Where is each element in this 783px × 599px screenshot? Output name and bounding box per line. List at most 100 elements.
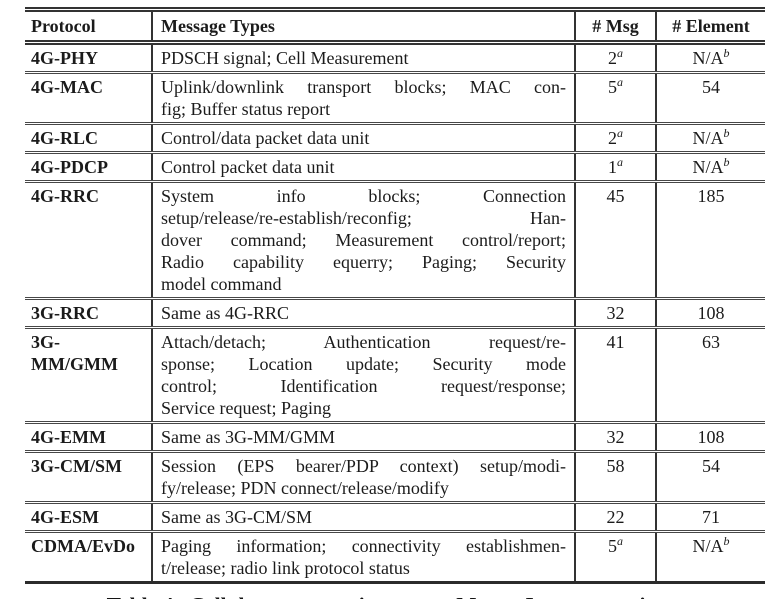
protocol-cell: 4G-PDCP xyxy=(25,151,152,182)
message-line: setup/release/re-establish/reconfig; Han… xyxy=(161,208,566,228)
element-count-cell-value: N/A xyxy=(692,536,724,556)
header-msg-count: # Msg xyxy=(574,9,656,45)
header-row: Protocol Message Types # Msg # Element xyxy=(25,9,765,45)
msg-count-cell-value: 2 xyxy=(608,128,617,148)
message-line: Control packet data unit xyxy=(161,157,335,177)
message-line: Same as 4G-RRC xyxy=(161,303,289,323)
msg-count-cell-value: 41 xyxy=(606,332,625,352)
message-types-cell: Control/data packet data unit xyxy=(151,122,575,153)
table-row: CDMA/EvDo Paging information; connectivit… xyxy=(25,530,765,583)
footnote-marker: a xyxy=(617,126,623,140)
message-line: Control/data packet data unit xyxy=(161,128,370,148)
protocol-line: CDMA/EvDo xyxy=(31,536,135,556)
message-line: t/release; radio link protocol status xyxy=(161,558,410,578)
msg-count-cell: 32 xyxy=(574,421,656,452)
msg-count-cell-value: 5 xyxy=(608,536,617,556)
msg-count-cell-value: 2 xyxy=(608,48,617,68)
header-element-count: # Element xyxy=(655,9,765,45)
element-count-cell-value: 71 xyxy=(702,507,720,527)
element-count-cell: 63 xyxy=(655,326,765,423)
msg-count-cell: 41 xyxy=(574,326,656,423)
msg-count-cell-value: 22 xyxy=(606,507,625,527)
message-line: Attach/detach; Authentication request/re… xyxy=(161,332,566,352)
footnote-marker: b xyxy=(723,155,730,169)
element-count-cell-value: 108 xyxy=(697,427,725,447)
table-row: 4G-EMM Same as 3G-MM/GMM 32 108 xyxy=(25,421,765,452)
message-line: System info blocks; Connection xyxy=(161,186,566,206)
message-types-cell: Uplink/downlink transport blocks; MAC co… xyxy=(151,71,575,124)
message-types-cell: Same as 3G-CM/SM xyxy=(151,501,575,532)
protocol-line: MM/GMM xyxy=(31,354,118,374)
message-line: Same as 3G-CM/SM xyxy=(161,507,313,527)
table-row: 4G-ESM Same as 3G-CM/SM 22 71 xyxy=(25,501,765,532)
table-row: 4G-PHY PDSCH signal; Cell Measurement 2a N/… xyxy=(25,41,765,73)
protocol-cell: CDMA/EvDo xyxy=(25,530,152,583)
element-count-cell-value: 63 xyxy=(702,332,720,352)
message-line: Same as 3G-MM/GMM xyxy=(161,427,335,447)
msg-count-cell-value: 1 xyxy=(608,157,617,177)
caption-label: Table 4: xyxy=(107,593,181,599)
element-count-cell: 54 xyxy=(655,450,765,503)
table-row: 4G-MAC Uplink/downlink transport blocks; … xyxy=(25,71,765,124)
table-row: 4G-PDCP Control packet data unit 1a N/Ab xyxy=(25,151,765,182)
table-row: 3G-RRC Same as 4G-RRC 32 108 xyxy=(25,297,765,328)
message-line: Service request; Paging xyxy=(161,398,331,418)
protocol-line: 4G-MAC xyxy=(31,77,103,97)
caption-suffix: monitor. xyxy=(594,593,676,599)
caption-brand-name: MobileInsight xyxy=(456,593,593,599)
element-count-cell: 108 xyxy=(655,421,765,452)
footnote-marker: b xyxy=(723,534,730,548)
message-types-cell: PDSCH signal; Cell Measurement xyxy=(151,41,575,73)
message-types-cell: Session (EPS bearer/PDP context) setup/m… xyxy=(151,450,575,503)
message-types-cell: Attach/detach; Authentication request/re… xyxy=(151,326,575,423)
footnote-marker: a xyxy=(617,46,623,60)
msg-count-cell: 32 xyxy=(574,297,656,328)
message-line: dover command; Measurement control/repor… xyxy=(161,230,566,250)
message-line: sponse; Location update; Security mode xyxy=(161,354,566,374)
element-count-cell: 54 xyxy=(655,71,765,124)
protocol-cell: 4G-PHY xyxy=(25,41,152,73)
msg-count-cell: 2a xyxy=(574,122,656,153)
footnote-marker: b xyxy=(723,46,730,60)
caption-text: Cellular messages in current xyxy=(190,593,457,599)
message-types-cell: Paging information; connectivity establi… xyxy=(151,530,575,583)
message-line: control; Identification request/response… xyxy=(161,376,566,396)
table-row: 3G-CM/SM Session (EPS bearer/PDP context)… xyxy=(25,450,765,503)
table-row: 4G-RRC System info blocks; Connection setu… xyxy=(25,180,765,299)
message-line: Uplink/downlink transport blocks; MAC co… xyxy=(161,77,566,97)
msg-count-cell: 2a xyxy=(574,41,656,73)
element-count-cell-value: N/A xyxy=(692,48,724,68)
message-line: fy/release; PDN connect/release/modify xyxy=(161,478,449,498)
message-line: Paging information; connectivity establi… xyxy=(161,536,566,556)
table-body: 4G-PHY PDSCH signal; Cell Measurement 2a N/… xyxy=(25,41,765,583)
footnote-marker: b xyxy=(723,126,730,140)
protocol-line: 3G-RRC xyxy=(31,303,99,323)
element-count-cell: 185 xyxy=(655,180,765,299)
msg-count-cell-value: 32 xyxy=(606,427,625,447)
protocol-cell: 3G- MM/GMM xyxy=(25,326,152,423)
element-count-cell: N/Ab xyxy=(655,530,765,583)
footnote-marker: a xyxy=(617,155,623,169)
footnote-marker: a xyxy=(617,75,623,89)
element-count-cell: N/Ab xyxy=(655,41,765,73)
protocol-line: 4G-PDCP xyxy=(31,157,108,177)
protocol-cell: 4G-RRC xyxy=(25,180,152,299)
protocol-line: 4G-RLC xyxy=(31,128,98,148)
element-count-cell-value: 54 xyxy=(702,456,720,476)
message-types-cell: System info blocks; Connection setup/rele… xyxy=(151,180,575,299)
protocol-cell: 3G-RRC xyxy=(25,297,152,328)
table-row: 3G- MM/GMM Attach/detach; Authentication r… xyxy=(25,326,765,423)
element-count-cell: N/Ab xyxy=(655,151,765,182)
protocol-cell: 4G-MAC xyxy=(25,71,152,124)
table-caption: Table 4: Cellular messages in current Mob… xyxy=(0,592,783,599)
protocol-line: 4G-EMM xyxy=(31,427,106,447)
message-types-cell: Same as 3G-MM/GMM xyxy=(151,421,575,452)
element-count-cell: 71 xyxy=(655,501,765,532)
msg-count-cell-value: 45 xyxy=(606,186,625,206)
element-count-cell: N/Ab xyxy=(655,122,765,153)
element-count-cell-value: 185 xyxy=(697,186,725,206)
message-types-cell: Control packet data unit xyxy=(151,151,575,182)
msg-count-cell: 22 xyxy=(574,501,656,532)
message-types-cell: Same as 4G-RRC xyxy=(151,297,575,328)
msg-count-cell: 5a xyxy=(574,71,656,124)
